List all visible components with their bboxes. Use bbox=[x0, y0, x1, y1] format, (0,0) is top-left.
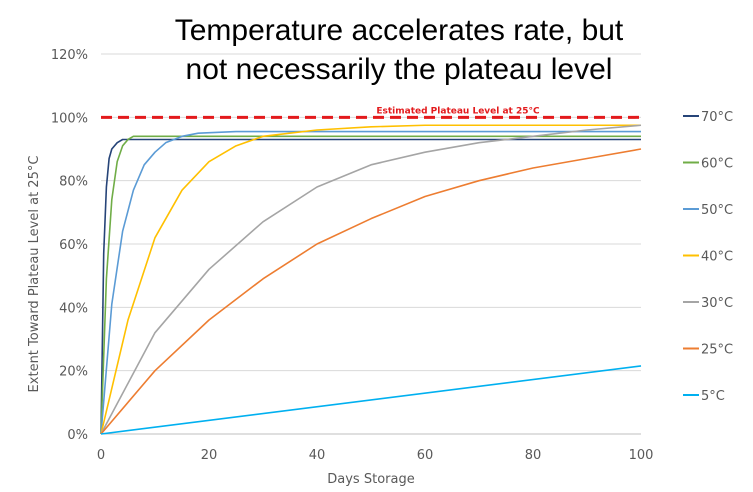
legend-label: 25°C bbox=[701, 343, 733, 358]
series-line-70c bbox=[100, 138, 641, 435]
series-line-40c bbox=[100, 124, 641, 435]
legend: 70°C 60°C 50°C 40°C 30°C 25°C 5°C bbox=[683, 110, 733, 404]
series-line-30c bbox=[100, 124, 642, 435]
x-axis-title: Days Storage bbox=[327, 472, 414, 487]
annotation-layer: Estimated Plateau Level at 25°C bbox=[101, 106, 641, 119]
y-tick-label: 40% bbox=[59, 301, 88, 316]
series-line-50c bbox=[100, 130, 641, 435]
legend-label: 60°C bbox=[701, 157, 733, 172]
series-layer bbox=[100, 124, 642, 435]
plateau-annotation-label: Estimated Plateau Level at 25°C bbox=[376, 106, 540, 116]
y-tick-label: 20% bbox=[59, 365, 88, 380]
series-line-60c bbox=[100, 135, 641, 435]
series-line-25c bbox=[100, 148, 642, 435]
y-tick-label: 80% bbox=[59, 175, 88, 190]
legend-label: 5°C bbox=[701, 389, 725, 404]
legend-label: 40°C bbox=[701, 250, 733, 265]
gridlines bbox=[101, 53, 641, 435]
y-tick-label: 0% bbox=[67, 428, 88, 443]
series-line-5c bbox=[100, 365, 642, 435]
legend-label: 50°C bbox=[701, 203, 733, 218]
x-tick-label: 80 bbox=[525, 448, 542, 463]
y-axis-title: Extent Toward Plateau Level at 25°C bbox=[27, 156, 42, 393]
x-tick-label: 60 bbox=[417, 448, 434, 463]
legend-label: 30°C bbox=[701, 296, 733, 311]
y-tick-labels: 0% 20% 40% 60% 80% 100% 120% bbox=[51, 48, 88, 443]
y-tick-label: 60% bbox=[59, 238, 88, 253]
x-tick-label: 20 bbox=[201, 448, 218, 463]
x-tick-label: 0 bbox=[97, 448, 105, 463]
y-tick-label: 120% bbox=[51, 48, 88, 63]
x-tick-labels: 0 20 40 60 80 100 bbox=[97, 448, 654, 463]
y-tick-label: 100% bbox=[51, 111, 88, 126]
chart-title-line-2: not necessarily the plateau level bbox=[186, 53, 613, 86]
x-tick-label: 100 bbox=[629, 448, 654, 463]
legend-label: 70°C bbox=[701, 110, 733, 125]
chart-title-line-1: Temperature accelerates rate, but bbox=[175, 14, 624, 47]
x-tick-label: 40 bbox=[309, 448, 326, 463]
